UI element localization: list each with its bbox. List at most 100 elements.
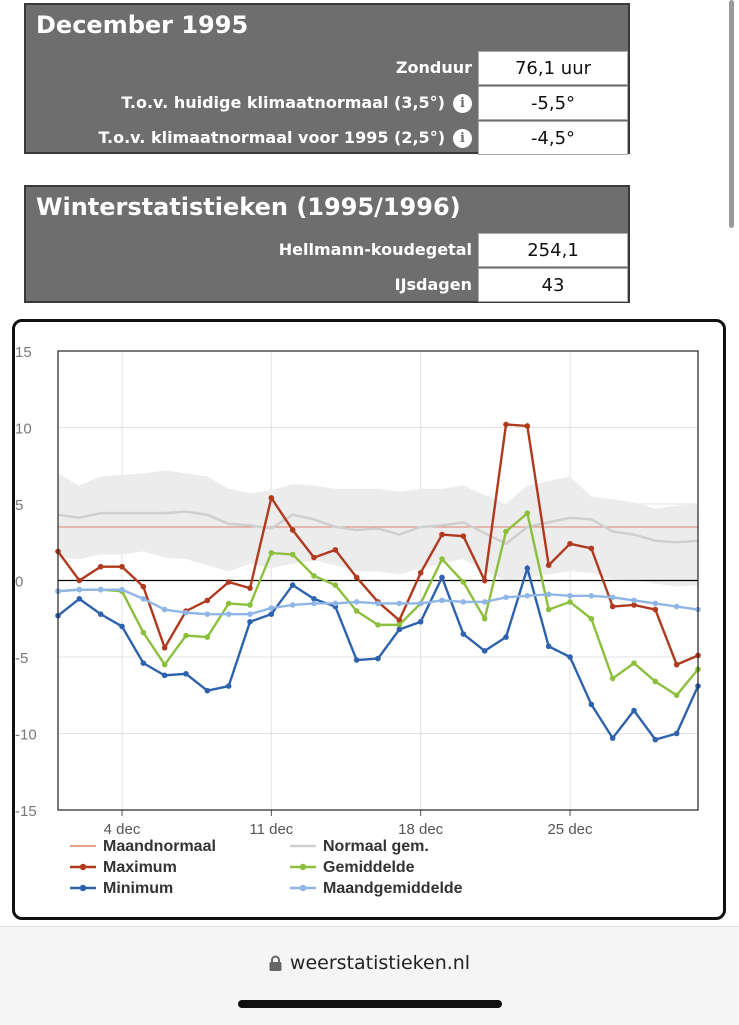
data-point-maandgemiddelde <box>524 593 531 599</box>
data-point-maximum <box>119 563 125 570</box>
data-point-maximum <box>225 579 232 585</box>
legend-label-minimum: Minimum <box>103 880 173 897</box>
data-point-maximum <box>652 606 659 613</box>
stat-row-normaal-1995: T.o.v. klimaatnormaal voor 1995 (2,5°) i … <box>26 121 628 155</box>
legend-label-maandnormaal: Maandnormaal <box>103 838 216 855</box>
stat-label: IJsdagen <box>394 275 472 294</box>
data-point-maximum <box>311 554 317 561</box>
data-point-maandgemiddelde <box>183 609 189 616</box>
data-point-maandgemiddelde <box>439 597 445 604</box>
data-point-maximum <box>673 661 680 668</box>
stat-row-ijsdagen: IJsdagen 43 <box>26 268 628 302</box>
data-point-gemiddelde <box>673 692 680 699</box>
data-point-minimum <box>460 631 467 637</box>
data-point-maximum <box>332 547 339 553</box>
lock-icon <box>269 954 282 976</box>
data-point-minimum <box>97 611 104 617</box>
home-indicator[interactable] <box>238 1000 502 1008</box>
stat-value: 43 <box>478 268 628 302</box>
data-point-gemiddelde <box>375 622 381 628</box>
data-point-minimum <box>289 582 296 588</box>
data-point-minimum <box>545 643 552 650</box>
data-point-maximum <box>460 533 467 539</box>
stat-label: Zonduur <box>395 58 472 77</box>
data-point-maandgemiddelde <box>481 599 488 605</box>
data-point-maximum <box>353 574 360 581</box>
stat-row-hellmann: Hellmann-koudegetal 254,1 <box>26 233 628 267</box>
data-point-gemiddelde <box>567 599 573 605</box>
stat-label: T.o.v. huidige klimaatnormaal (3,5°) <box>121 93 445 112</box>
data-point-gemiddelde <box>332 582 339 588</box>
legend-marker-maximum <box>79 863 87 871</box>
data-point-maandgemiddelde <box>567 593 573 599</box>
data-point-minimum <box>204 687 211 694</box>
info-icon[interactable]: i <box>453 129 472 148</box>
stat-value: -4,5° <box>478 121 628 155</box>
data-point-maximum <box>247 585 253 591</box>
data-point-gemiddelde <box>588 615 595 622</box>
data-point-maandgemiddelde <box>417 600 424 607</box>
y-tick-label: -15 <box>15 803 37 820</box>
legend-marker-gemiddelde <box>299 863 307 871</box>
legend-label-gemiddelde: Gemiddelde <box>323 859 415 876</box>
data-point-minimum <box>161 672 168 679</box>
data-point-maandgemiddelde <box>289 602 296 608</box>
data-point-maximum <box>524 423 531 429</box>
x-tick-label: 4 dec <box>104 821 141 838</box>
data-point-minimum <box>631 707 637 714</box>
data-point-maandgemiddelde <box>503 594 509 601</box>
y-tick-label: 10 <box>15 421 32 438</box>
y-tick-label: -10 <box>15 727 37 744</box>
data-point-maandgemiddelde <box>460 599 467 605</box>
data-point-minimum <box>588 701 595 708</box>
data-point-gemiddelde <box>161 661 168 668</box>
data-point-maandgemiddelde <box>97 586 104 593</box>
data-point-maandgemiddelde <box>247 611 253 617</box>
data-point-gemiddelde <box>439 556 445 562</box>
data-point-maximum <box>609 603 616 610</box>
x-tick-label: 25 dec <box>547 821 593 838</box>
data-point-maximum <box>417 570 424 576</box>
data-point-maandgemiddelde <box>673 603 680 610</box>
data-point-minimum <box>183 671 189 677</box>
data-point-gemiddelde <box>460 579 467 585</box>
data-point-maandgemiddelde <box>375 600 381 607</box>
data-point-maandgemiddelde <box>119 586 125 593</box>
url-display[interactable]: weerstatistieken.nl <box>0 952 739 976</box>
winter-panel: Winterstatistieken (1995/1996) Hellmann-… <box>24 185 630 303</box>
data-point-gemiddelde <box>481 615 488 622</box>
december-title: December 1995 <box>36 11 249 39</box>
data-point-minimum <box>481 648 488 654</box>
data-point-gemiddelde <box>631 660 637 666</box>
data-point-maandgemiddelde <box>204 611 211 617</box>
data-point-gemiddelde <box>609 675 616 682</box>
data-point-maximum <box>631 602 637 608</box>
stat-value: -5,5° <box>478 86 628 120</box>
data-point-gemiddelde <box>353 608 360 614</box>
data-point-minimum <box>673 730 680 737</box>
info-icon[interactable]: i <box>453 94 472 113</box>
data-point-maandgemiddelde <box>225 611 232 617</box>
y-tick-label: 15 <box>15 344 32 361</box>
data-point-maandgemiddelde <box>588 593 595 599</box>
data-point-minimum <box>140 660 147 666</box>
x-tick-label: 11 dec <box>249 821 293 838</box>
page-scrollbar[interactable] <box>729 0 734 228</box>
data-point-gemiddelde <box>289 551 296 558</box>
data-point-maandgemiddelde <box>545 591 552 598</box>
data-point-minimum <box>439 574 445 581</box>
stat-label: T.o.v. klimaatnormaal voor 1995 (2,5°) <box>98 128 445 147</box>
data-point-maximum <box>503 421 509 428</box>
y-tick-label: 5 <box>15 497 23 514</box>
data-point-gemiddelde <box>247 602 253 608</box>
data-point-minimum <box>396 626 403 633</box>
temperature-chart-card: 15 10 5 0 -5 -10 -15 4 dec 11 dec 18 dec 25 dec Maa… <box>12 319 726 920</box>
data-point-gemiddelde <box>204 634 211 640</box>
data-point-minimum <box>567 654 573 660</box>
stat-row-zonduur: Zonduur 76,1 uur <box>26 51 628 85</box>
december-panel: December 1995 Zonduur 76,1 uur T.o.v. hu… <box>24 3 630 155</box>
data-point-maximum <box>481 577 488 584</box>
data-point-maandgemiddelde <box>396 600 403 607</box>
data-point-minimum <box>375 655 381 662</box>
data-point-maximum <box>396 617 403 624</box>
